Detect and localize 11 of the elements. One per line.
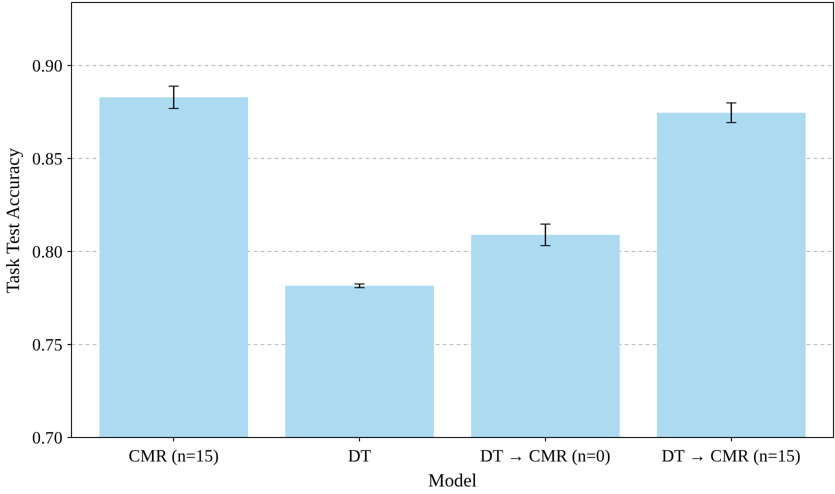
y-tick-label: 0.85 — [32, 150, 63, 169]
y-tick-label: 0.70 — [32, 428, 63, 448]
y-tick-label: 0.80 — [32, 242, 63, 262]
x-tick-label: DT → CMR (n=15) — [662, 446, 801, 466]
y-tick-label: 0.90 — [32, 56, 63, 76]
x-tick-label: DT → CMR (n=0) — [480, 446, 611, 466]
y-axis-title: Task Test Accuracy — [3, 147, 24, 294]
x-tick-label: DT — [348, 446, 372, 466]
x-axis-title: Model — [428, 470, 477, 492]
x-tick-label: CMR (n=15) — [128, 446, 220, 466]
y-tick-label: 0.75 — [32, 336, 63, 355]
